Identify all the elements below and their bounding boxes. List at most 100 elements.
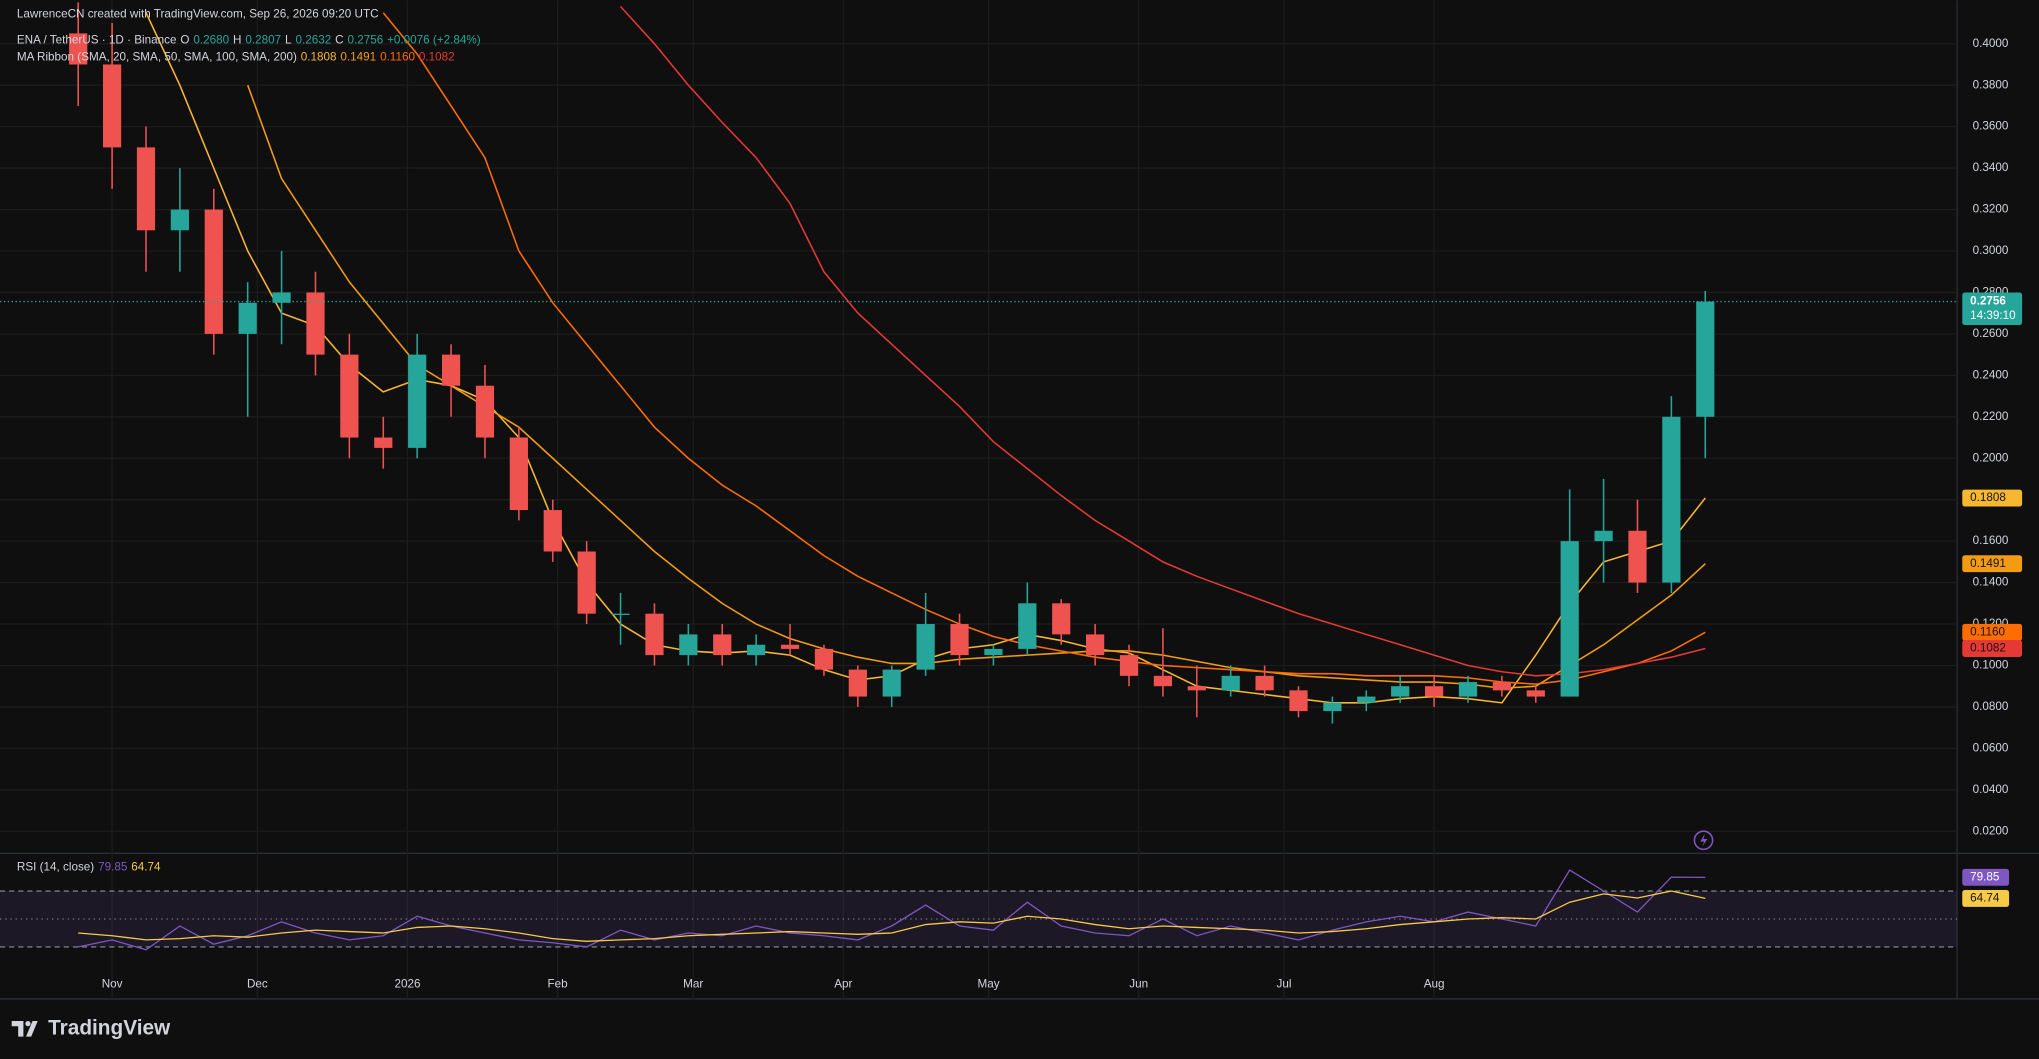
x-tick-label: Dec (247, 978, 268, 991)
y-tick-label: 0.2000 (1973, 451, 2009, 464)
candle-body (1696, 301, 1715, 417)
candle-body (1357, 696, 1376, 703)
candle-body (1255, 675, 1274, 691)
candle-body (1560, 541, 1579, 697)
candle-body (1153, 675, 1173, 687)
indicator-value: 0.1491 (340, 51, 376, 64)
candle-body (204, 209, 223, 334)
candle-body (1018, 603, 1037, 649)
candle-body (1492, 682, 1511, 691)
candle-body (848, 669, 867, 697)
candle-body (780, 644, 800, 649)
y-tick-label: 0.3000 (1973, 244, 2009, 257)
candle-body (509, 437, 528, 511)
last-price-label: 0.2756 (1970, 295, 2006, 308)
y-tick-label: 0.4000 (1973, 37, 2009, 50)
ohlc-value: 0.2680 (193, 34, 229, 47)
candle-body (1628, 530, 1647, 583)
candle-body (1119, 655, 1139, 676)
candle-body (1662, 416, 1681, 583)
rsi-badge (1962, 868, 2010, 886)
ma-price-label: 0.1160 (1970, 625, 2005, 638)
candle-body (69, 33, 88, 65)
indicator-value: 0.1808 (301, 51, 337, 64)
candle-body (950, 624, 969, 656)
indicator-value: 0.1082 (419, 51, 455, 64)
candle-body (1187, 686, 1206, 691)
candle-body (1323, 702, 1342, 712)
bar-countdown: 14:39:10 (1970, 309, 2016, 322)
y-tick-label: 0.1000 (1973, 659, 2009, 672)
attribution: LawrenceCN created with TradingView.com,… (17, 8, 379, 21)
y-tick-label: 0.1400 (1973, 576, 2009, 589)
ma-price-badge (1962, 489, 2023, 507)
moving-average (382, 12, 1706, 685)
axes: 0.02000.04000.06000.08000.10000.12000.14… (102, 37, 2023, 991)
candle-body (1594, 530, 1613, 542)
x-tick-label: Mar (683, 978, 703, 991)
candle-body (272, 292, 291, 303)
ma-price-label: 0.1491 (1970, 557, 2006, 570)
rsi-value: 79.85 (98, 861, 128, 874)
candle-body (136, 147, 156, 231)
price-change: +0.0076 (+2.84%) (387, 34, 481, 47)
ohlc-value: 0.2807 (245, 34, 281, 47)
candle-body (408, 354, 427, 448)
y-tick-label: 0.0400 (1973, 783, 2009, 796)
candle-body (238, 302, 257, 334)
candle-body (1424, 686, 1444, 697)
y-tick-label: 0.2600 (1973, 327, 2009, 340)
y-tick-label: 0.1600 (1973, 534, 2009, 547)
candle-body (340, 354, 359, 438)
candle-body (713, 634, 732, 656)
x-tick-label: May (978, 978, 1000, 991)
brand-logo: TradingView (11, 1016, 171, 1039)
candle-body (984, 648, 1003, 656)
y-tick-label: 0.0600 (1973, 741, 2009, 754)
y-tick-label: 0.2200 (1973, 410, 2009, 423)
y-tick-label: 0.3600 (1973, 120, 2009, 133)
logo-mark (11, 1021, 38, 1037)
x-tick-label: Feb (548, 978, 569, 991)
rsi-badge-label: 79.85 (1970, 870, 2000, 883)
rsi-line (78, 890, 1706, 942)
y-tick-label: 0.3800 (1973, 78, 2009, 91)
rsi-title: RSI (14, close) (17, 861, 94, 874)
ma-price-label: 0.1082 (1970, 642, 2006, 655)
candle-body (475, 385, 495, 438)
ohlc-key: L (285, 34, 292, 47)
candle-body (645, 613, 664, 656)
ohlc-key: C (335, 34, 343, 47)
ohlc-value: 0.2756 (347, 34, 383, 47)
ohlc-key: H (233, 34, 241, 47)
candle-body (374, 437, 393, 448)
candle-body (1086, 634, 1105, 656)
y-tick-label: 0.2400 (1973, 368, 2009, 381)
candle-body (814, 648, 834, 670)
last-price-badge (1962, 292, 2023, 325)
candle-body (170, 209, 189, 231)
candle-body (1289, 690, 1308, 712)
candle-body (441, 354, 461, 386)
x-tick-label: Aug (1424, 978, 1445, 991)
y-tick-label: 0.3400 (1973, 161, 2009, 174)
candle-body (1221, 675, 1240, 691)
candle-body (747, 644, 766, 656)
ma-price-badge (1962, 555, 2023, 573)
alert-icon[interactable] (1693, 830, 1714, 851)
candle-body (306, 292, 325, 355)
rsi-badge-label: 64.74 (1970, 891, 2000, 904)
candle-body (577, 551, 596, 614)
alert-bolt (1700, 833, 1708, 847)
ma-price-badge (1962, 623, 2023, 641)
rsi-value: 64.74 (131, 861, 161, 874)
price-pane (0, 2, 1958, 724)
candle-body (611, 613, 630, 615)
x-tick-label: Apr (834, 978, 852, 991)
candle-body (1458, 682, 1478, 697)
y-tick-label: 0.3200 (1973, 203, 2009, 216)
x-tick-label: Jul (1276, 978, 1291, 991)
candle-body (882, 669, 901, 697)
